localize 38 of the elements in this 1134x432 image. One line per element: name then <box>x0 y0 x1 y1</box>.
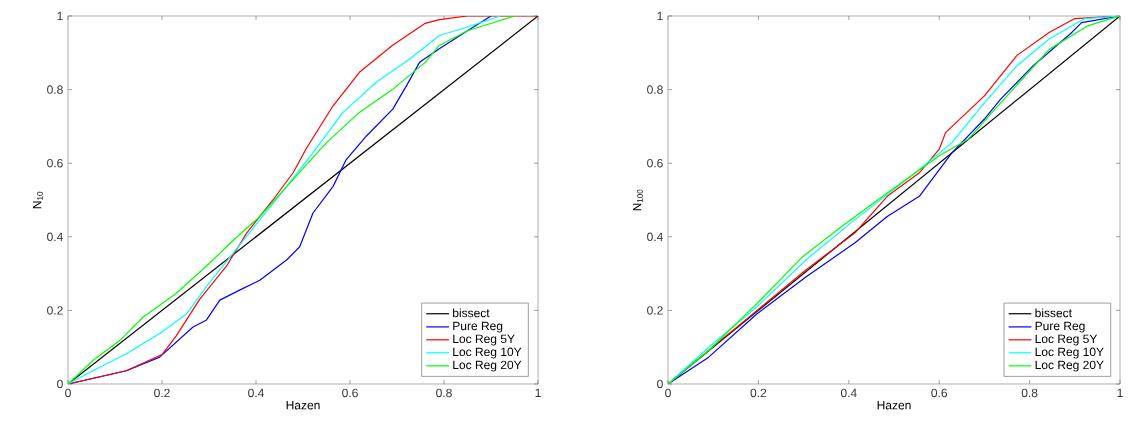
x-tick-label: 0.2 <box>750 388 767 398</box>
x-tick-label: 0.6 <box>931 388 948 398</box>
x-tick-label: 0.8 <box>1021 388 1038 398</box>
y-tick-label: 0 <box>657 379 663 389</box>
legend-label: Loc Reg 20Y <box>453 360 522 372</box>
x-axis-title: Hazen <box>286 401 320 410</box>
y-axis-title: N$_{10}$ <box>33 191 43 209</box>
x-tick-label: 0 <box>665 388 671 398</box>
legend-label: Pure Reg <box>1035 321 1085 333</box>
y-tick-label: 0.2 <box>47 306 63 315</box>
y-tick-label: 0.6 <box>47 158 63 168</box>
y-tick-label: 0.4 <box>647 232 663 242</box>
x-tick-label: 1 <box>535 388 541 397</box>
x-tick-label: 0.4 <box>248 388 264 398</box>
x-tick-label: 0.2 <box>154 388 170 398</box>
legend-label: bissect <box>1035 308 1072 318</box>
x-tick-label: 0.4 <box>840 388 857 398</box>
y-tick-label: 0.4 <box>47 232 63 242</box>
x-tick-label: 0.8 <box>436 388 452 398</box>
x-tick-label: 1 <box>1117 388 1123 397</box>
y-tick-label: 0.8 <box>647 85 663 94</box>
y-tick-label: 1 <box>57 11 63 21</box>
legend-label: bissect <box>453 308 490 318</box>
legend-label: Loc Reg 10Y <box>453 347 522 359</box>
y-tick-label: 1 <box>657 11 663 21</box>
legend-label: Loc Reg 20Y <box>1035 360 1104 372</box>
y-axis-title: N$_{100}$ <box>633 189 643 211</box>
legend-label: Loc Reg 5Y <box>453 334 515 346</box>
y-tick-label: 0.6 <box>647 158 663 168</box>
x-axis-title: Hazen <box>877 401 911 410</box>
y-tick-label: 0.2 <box>647 306 663 315</box>
legend-label: Loc Reg 5Y <box>1035 334 1098 346</box>
x-tick-label: 0.6 <box>342 388 358 398</box>
y-tick-label: 0.8 <box>47 85 63 94</box>
x-tick-label: 0 <box>65 388 71 398</box>
y-tick-label: 0 <box>57 379 63 389</box>
legend-label: Pure Reg <box>453 321 503 333</box>
legend-label: Loc Reg 10Y <box>1035 347 1104 359</box>
